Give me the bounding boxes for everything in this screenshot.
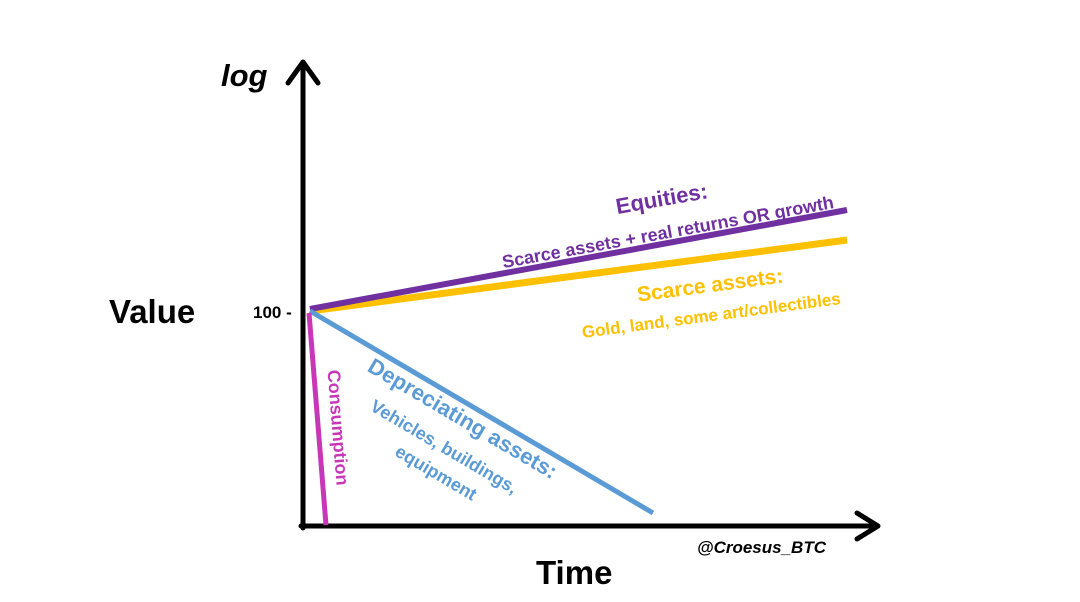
y-axis-log-label: log [221, 58, 268, 93]
x-axis-arrowhead [854, 510, 881, 542]
scarce-assets-subtitle: Gold, land, some art/collectibles [581, 289, 842, 342]
consumption-line [306, 312, 329, 526]
y-tick-label-100: 100 - [253, 303, 292, 322]
equities-line [309, 207, 848, 312]
credit-label: @Croesus_BTC [697, 538, 827, 557]
y-axis-title: Value [109, 293, 195, 330]
x-axis-title: Time [536, 554, 612, 591]
scarce-assets-line [309, 236, 848, 315]
depreciating-assets-line [308, 308, 655, 516]
equities-title: Equities: [614, 178, 710, 219]
consumption-label: Consumption [323, 369, 352, 486]
y-axis-arrowhead [285, 59, 321, 86]
